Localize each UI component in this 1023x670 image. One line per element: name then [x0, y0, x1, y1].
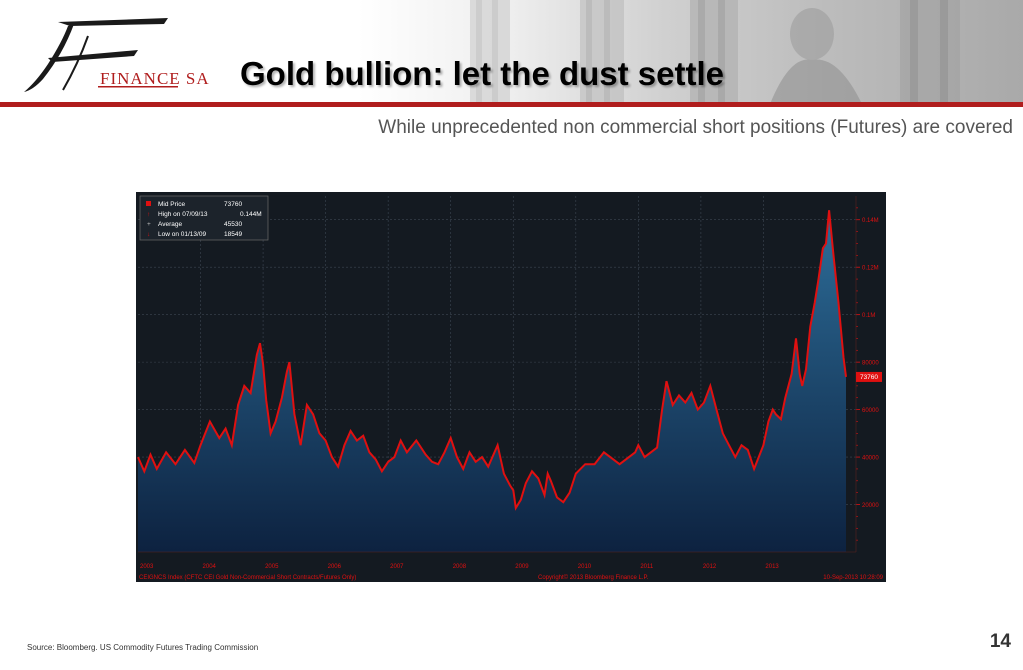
legend-label: Mid Price [158, 201, 185, 208]
page-title: Gold bullion: let the dust settle [240, 55, 724, 92]
y-tick-label: 0.14M [862, 218, 879, 224]
x-tick-label: 2012 [703, 564, 717, 570]
bloomberg-chart: 20000 40000 60000 80000 0.1M 0.12M 0.14M 2003 2… [136, 192, 886, 582]
header-divider [0, 102, 1023, 107]
header-banner: FINANCE SA Gold bullion: let the dust se… [0, 0, 1023, 104]
x-tick-label: 2010 [578, 564, 592, 570]
legend-item: ↑ High on 07/09/13 0.144M [147, 211, 262, 218]
series-area [138, 210, 846, 552]
x-tick-label: 2005 [265, 564, 279, 570]
legend-marker: ↑ [147, 211, 150, 218]
x-tick-label: 2011 [640, 564, 654, 570]
legend-swatch [146, 201, 151, 206]
x-tick-label: 2006 [328, 564, 342, 570]
y-tick-label: 80000 [862, 361, 879, 367]
chart-footer-index: CEIGNCS Index (CFTC CEI Gold Non-Commerc… [139, 575, 356, 581]
subtitle: While unprecedented non commercial short… [378, 117, 1013, 138]
y-tick-label: 0.12M [862, 266, 879, 272]
series-line [137, 210, 847, 511]
x-tick-label: 2003 [140, 564, 154, 570]
x-tick-label: 2007 [390, 564, 404, 570]
x-tick-label: 2009 [515, 564, 529, 570]
x-tick-label: 2004 [203, 564, 217, 570]
legend-label: Average [158, 221, 182, 228]
legend-value: 18549 [224, 231, 242, 238]
legend-item: + Average 45530 [147, 221, 242, 228]
legend-value: 45530 [224, 221, 242, 228]
logo-text: FINANCE SA [100, 69, 210, 88]
building-columns-image [470, 0, 960, 104]
legend-marker: + [147, 221, 151, 228]
legend-value: 0.144M [240, 211, 262, 218]
legend-item: Mid Price 73760 [146, 201, 242, 208]
x-tick-label: 2013 [765, 564, 779, 570]
y-tick-label: 40000 [862, 456, 879, 462]
chart-footer-copyright: Copyright© 2013 Bloomberg Finance L.P. [538, 574, 649, 581]
last-value-label: 73760 [860, 374, 878, 381]
x-tick-label: 2008 [453, 564, 467, 570]
logo-icon [24, 18, 178, 92]
legend-marker: ↓ [147, 231, 150, 238]
last-value-tag: 73760 [856, 371, 882, 382]
legend-item: ↓ Low on 01/13/09 18549 [147, 231, 242, 238]
y-tick-label: 0.1M [862, 313, 875, 319]
page-number: 14 [989, 631, 1011, 652]
x-axis: 2003 2004 2005 2006 2007 2008 2009 2010 2011 2012… [138, 551, 856, 570]
chart-footer-timestamp: 10-Sep-2013 10:28:09 [823, 575, 883, 581]
legend-box: Mid Price 73760 ↑ High on 07/09/13 0.144… [139, 195, 269, 241]
legend-label: Low on 01/13/09 [158, 231, 206, 238]
source-note: Source: Bloomberg. US Commodity Futures … [27, 643, 259, 652]
legend-value: 73760 [224, 201, 242, 208]
legend-label: High on 07/09/13 [158, 211, 208, 218]
chart-footer: CEIGNCS Index (CFTC CEI Gold Non-Commerc… [139, 574, 884, 581]
y-tick-label: 20000 [862, 503, 879, 509]
y-tick-label: 60000 [862, 408, 879, 414]
